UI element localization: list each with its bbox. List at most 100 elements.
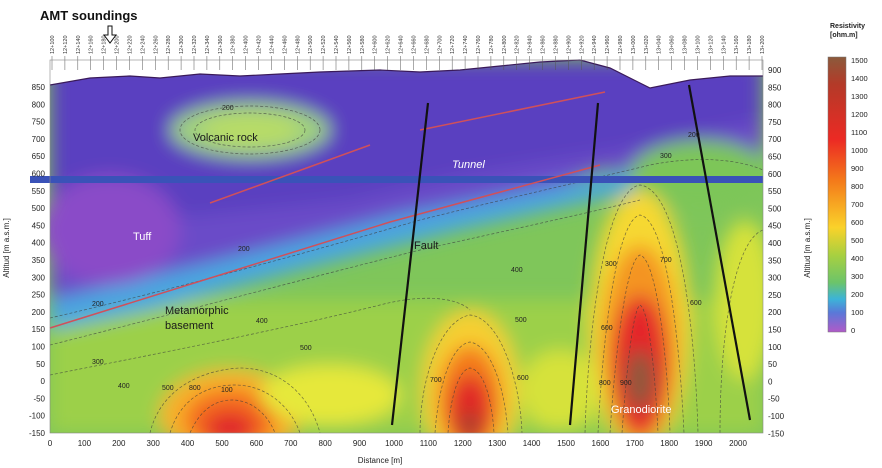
station-label: 12+480 bbox=[295, 35, 301, 54]
station-label: 12+160 bbox=[89, 35, 95, 54]
y-tick-label: 250 bbox=[32, 291, 46, 300]
colorbar-tick-label: 300 bbox=[851, 272, 864, 281]
y-tick-label-right: 150 bbox=[768, 326, 782, 335]
x-tick-label: 700 bbox=[284, 439, 298, 448]
station-label: 12+540 bbox=[334, 35, 340, 54]
station-label: 13+040 bbox=[657, 35, 663, 54]
contour-label: 300 bbox=[605, 261, 617, 268]
y-tick-label: 300 bbox=[32, 273, 46, 282]
colorbar-tick-label: 0 bbox=[851, 326, 855, 335]
station-label: 12+700 bbox=[437, 35, 443, 54]
station-label: 12+900 bbox=[566, 35, 572, 54]
y-tick-label: 600 bbox=[32, 170, 46, 179]
colorbar-tick-label: 500 bbox=[851, 236, 864, 245]
label-tuff: Tuff bbox=[133, 231, 152, 243]
colorbar: Resistivity [ohm.m] 1500 1400 1300 1200 1100… bbox=[827, 23, 868, 335]
contour-label: 700 bbox=[430, 377, 442, 384]
x-tick-label: 800 bbox=[319, 439, 333, 448]
y-tick-label-right: 350 bbox=[768, 256, 782, 265]
x-tick-label: 1500 bbox=[557, 439, 575, 448]
y-tick-label-right: 200 bbox=[768, 308, 782, 317]
station-label: 13+160 bbox=[734, 35, 740, 54]
x-tick-label: 600 bbox=[250, 439, 264, 448]
x-tick-label: 1900 bbox=[695, 439, 713, 448]
colorbar-ticks: 1500140013001200110010009008007006005004… bbox=[851, 56, 868, 335]
station-label: 13+100 bbox=[695, 35, 701, 54]
station-label: 12+520 bbox=[321, 35, 327, 54]
y-tick-label: 550 bbox=[32, 187, 46, 196]
contour-label: 200 bbox=[688, 132, 700, 139]
station-label: 12+740 bbox=[463, 35, 469, 54]
x-tick-label: 200 bbox=[112, 439, 126, 448]
x-tick-label: 1300 bbox=[488, 439, 506, 448]
x-tick-label: 400 bbox=[181, 439, 195, 448]
station-label: 12+800 bbox=[502, 35, 508, 54]
station-label: 12+840 bbox=[528, 35, 534, 54]
fault-line-3 bbox=[687, 84, 752, 421]
x-tick-label: 500 bbox=[215, 439, 229, 448]
station-label: 12+260 bbox=[153, 35, 159, 54]
colorbar-tick-label: 600 bbox=[851, 218, 864, 227]
station-label: 12+240 bbox=[140, 35, 146, 54]
station-label: 12+400 bbox=[244, 35, 250, 54]
y-tick-label: -150 bbox=[29, 429, 46, 438]
tunnel-band bbox=[30, 176, 763, 183]
x-tick-label: 1400 bbox=[523, 439, 541, 448]
station-label: 12+500 bbox=[308, 35, 314, 54]
fault-line-2 bbox=[568, 102, 600, 426]
station-label: 12+820 bbox=[515, 35, 521, 54]
station-label: 12+420 bbox=[257, 35, 263, 54]
y-tick-label: 650 bbox=[32, 152, 46, 161]
y-tick-label-right: 550 bbox=[768, 187, 782, 196]
contour-label: 800 bbox=[599, 380, 611, 387]
y-axis-left: 8508007507006506005505004504003503002502… bbox=[29, 83, 46, 438]
station-label: 12+120 bbox=[63, 35, 69, 54]
label-basement: basement bbox=[165, 320, 213, 332]
station-label: 12+600 bbox=[373, 35, 379, 54]
station-label: 13+180 bbox=[747, 35, 753, 54]
contour-label: 400 bbox=[511, 267, 523, 274]
y-tick-label-right: 400 bbox=[768, 239, 782, 248]
y-tick-label-right: 750 bbox=[768, 118, 782, 127]
x-tick-label: 1600 bbox=[592, 439, 610, 448]
x-axis-label: Distance [m] bbox=[358, 456, 402, 465]
y-tick-label-right: -100 bbox=[768, 412, 785, 421]
y-axis-label-left: Altitud [m a.s.m.] bbox=[2, 218, 11, 278]
contour-label: 200 bbox=[222, 105, 234, 112]
station-label: 12+360 bbox=[218, 35, 224, 54]
x-axis: 0 100 200 300 400 500 600 700 800 900 1000 1100 1200… bbox=[48, 439, 748, 448]
contour-label: 500 bbox=[300, 345, 312, 352]
station-label: 13+140 bbox=[721, 35, 727, 54]
colorbar-tick-label: 800 bbox=[851, 182, 864, 191]
contour-label: 700 bbox=[660, 257, 672, 264]
y-tick-label-right: 900 bbox=[768, 66, 782, 75]
station-label: 12+860 bbox=[541, 35, 547, 54]
y-tick-label-right: 300 bbox=[768, 274, 782, 283]
y-axis-label-right: Altitud [m a.s.m.] bbox=[803, 218, 812, 278]
colorbar-tick-label: 400 bbox=[851, 254, 864, 263]
y-tick-label-right: 100 bbox=[768, 343, 782, 352]
colorbar-tick-label: 1400 bbox=[851, 74, 868, 83]
station-ticks: 12+100 12+120 12+140 12+160 12+180 12+200 12+2… bbox=[50, 35, 766, 70]
colorbar-tick-label: 1000 bbox=[851, 146, 868, 155]
y-tick-label: 850 bbox=[32, 83, 46, 92]
x-tick-label: 2000 bbox=[729, 439, 747, 448]
station-label: 12+580 bbox=[360, 35, 366, 54]
station-label: 12+760 bbox=[476, 35, 482, 54]
down-arrow-icon bbox=[103, 25, 117, 44]
y-tick-label-right: 450 bbox=[768, 222, 782, 231]
x-tick-label: 100 bbox=[78, 439, 92, 448]
plot-frame bbox=[49, 59, 764, 434]
contour-label: 200 bbox=[92, 301, 104, 308]
label-fault: Fault bbox=[414, 240, 438, 252]
y-tick-label-right: 0 bbox=[768, 377, 773, 386]
y-tick-label: 500 bbox=[32, 204, 46, 213]
topography-line bbox=[49, 59, 763, 89]
contour-label: 600 bbox=[690, 300, 702, 307]
contour-label: 300 bbox=[92, 359, 104, 366]
station-label: 12+960 bbox=[605, 35, 611, 54]
faults bbox=[390, 84, 752, 426]
y-tick-label: -50 bbox=[33, 394, 45, 403]
y-tick-label: 400 bbox=[32, 239, 46, 248]
